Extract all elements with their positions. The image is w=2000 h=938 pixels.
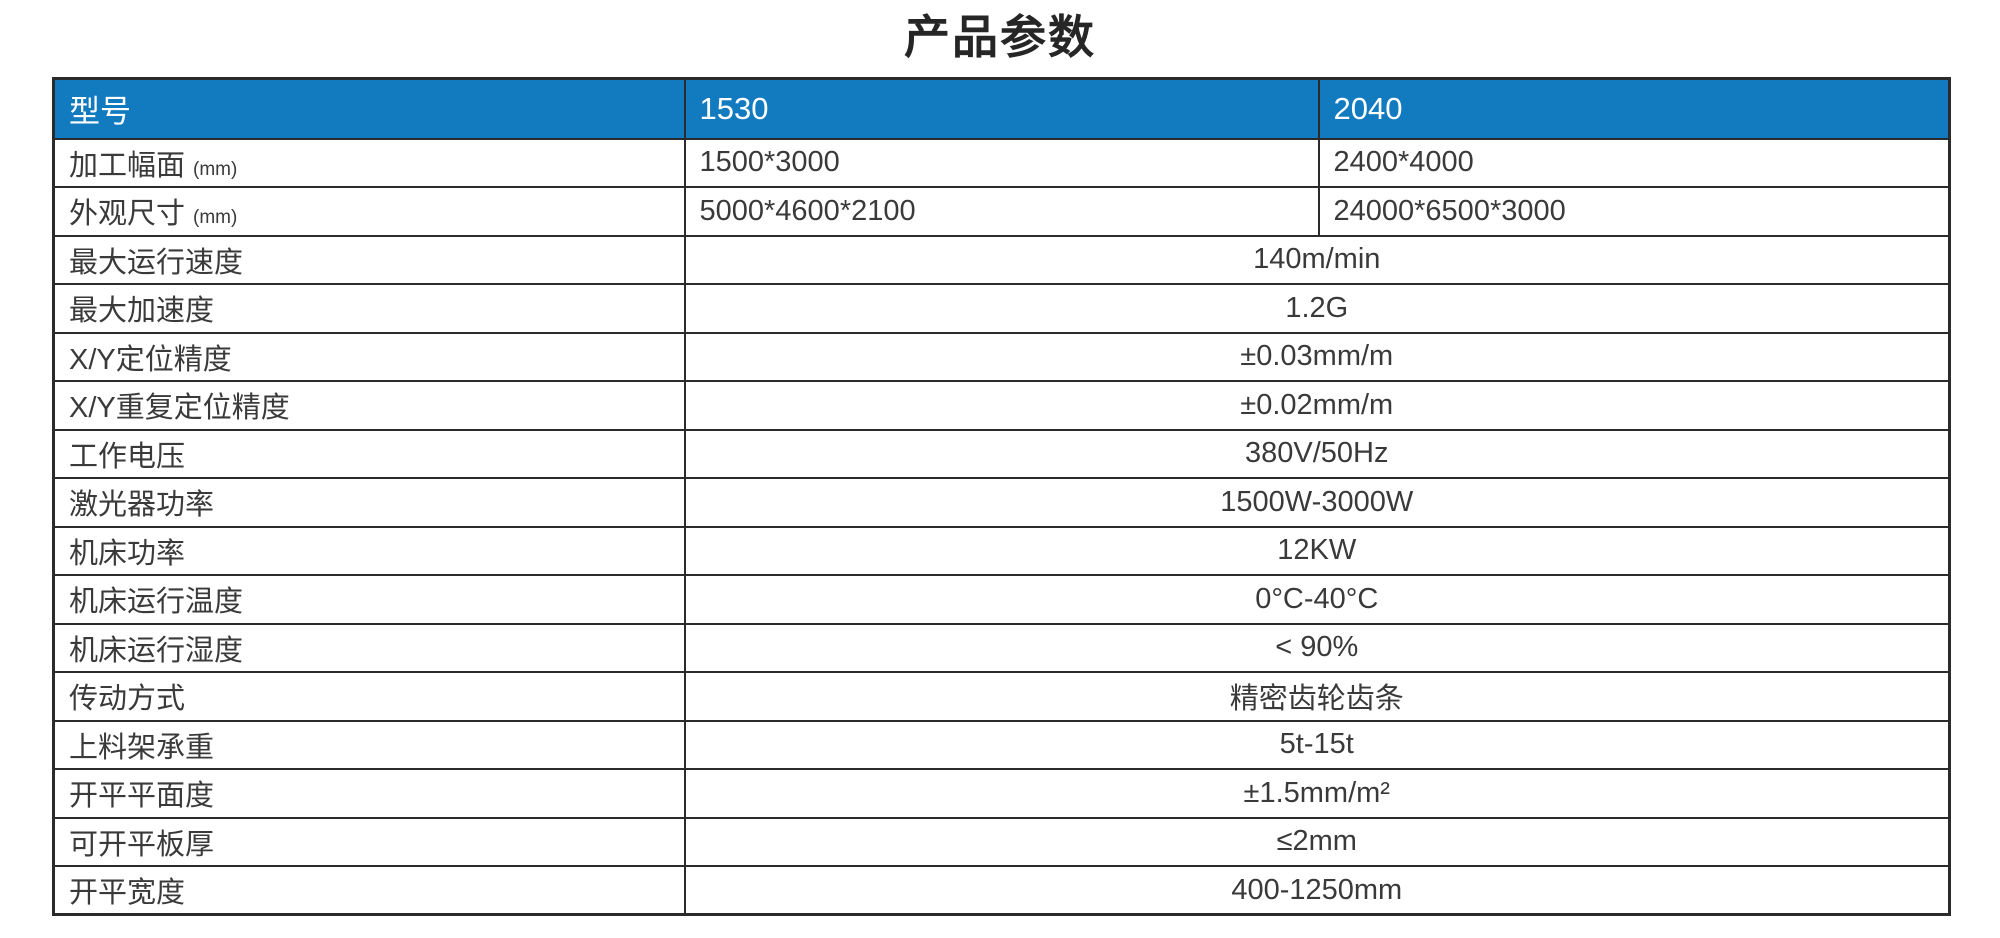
row-value: ±1.5mm/m² <box>683 768 1951 819</box>
table-row: 激光器功率 1500W-3000W <box>52 477 1951 528</box>
table-row: 最大加速度 1.2G <box>52 283 1951 334</box>
table-row: 外观尺寸 (mm) 5000*4600*2100 24000*6500*3000 <box>52 186 1951 237</box>
table-row: 最大运行速度 140m/min <box>52 234 1951 285</box>
row-label-cell: 激光器功率 <box>52 477 686 528</box>
row-label-cell: 机床功率 <box>52 525 686 576</box>
row-label-cell: 可开平板厚 <box>52 816 686 867</box>
row-label: 机床功率 <box>69 537 186 570</box>
row-unit: (mm) <box>193 158 238 180</box>
row-label-cell: 最大加速度 <box>52 283 686 334</box>
row-value: 380V/50Hz <box>683 428 1951 479</box>
row-label-cell: 开平宽度 <box>52 865 686 916</box>
row-value: ±0.03mm/m <box>683 331 1951 382</box>
header-cell-model-2040: 2040 <box>1317 77 1951 140</box>
row-label: X/Y重复定位精度 <box>69 392 290 425</box>
table-row: 上料架承重 5t-15t <box>52 719 1951 770</box>
row-value: 400-1250mm <box>683 865 1951 916</box>
row-label: 上料架承重 <box>69 731 215 764</box>
header-cell-model: 型号 <box>52 77 686 140</box>
row-label: 激光器功率 <box>69 489 215 522</box>
row-value: 12KW <box>683 525 1951 576</box>
table-row: 加工幅面 (mm) 1500*3000 2400*4000 <box>52 137 1951 188</box>
row-label: 传动方式 <box>69 683 186 716</box>
row-label: 工作电压 <box>69 440 186 473</box>
product-parameters-table: 型号 1530 2040 加工幅面 (mm) 1500*3000 2400*400… <box>52 77 1951 916</box>
table-row: 机床运行湿度 < 90% <box>52 622 1951 673</box>
row-label-cell: 机床运行温度 <box>52 574 686 625</box>
row-label: 开平平面度 <box>69 780 215 813</box>
row-label: 机床运行温度 <box>69 586 244 619</box>
row-label-cell: 传动方式 <box>52 671 686 722</box>
row-value: 140m/min <box>683 234 1951 285</box>
row-label-cell: 最大运行速度 <box>52 234 686 285</box>
table-row: X/Y重复定位精度 ±0.02mm/m <box>52 380 1951 431</box>
row-value: 1.2G <box>683 283 1951 334</box>
row-label-cell: 加工幅面 (mm) <box>52 137 686 188</box>
row-value: ±0.02mm/m <box>683 380 1951 431</box>
row-value: 0°C-40°C <box>683 574 1951 625</box>
row-unit: (mm) <box>193 207 238 229</box>
row-value: 1500W-3000W <box>683 477 1951 528</box>
row-label-cell: 外观尺寸 (mm) <box>52 186 686 237</box>
row-value: < 90% <box>683 622 1951 673</box>
row-value-1530: 1500*3000 <box>683 137 1320 188</box>
row-label-cell: X/Y重复定位精度 <box>52 380 686 431</box>
row-label-cell: 上料架承重 <box>52 719 686 770</box>
row-label: 外观尺寸 <box>69 198 186 231</box>
row-label: X/Y定位精度 <box>69 343 232 376</box>
row-label: 最大运行速度 <box>69 246 244 279</box>
table-row: 开平宽度 400-1250mm <box>52 865 1951 916</box>
table-row: 机床功率 12KW <box>52 525 1951 576</box>
row-label: 可开平板厚 <box>69 828 215 861</box>
table-row: X/Y定位精度 ±0.03mm/m <box>52 331 1951 382</box>
row-value-1530: 5000*4600*2100 <box>683 186 1320 237</box>
row-label-cell: 开平平面度 <box>52 768 686 819</box>
row-label: 机床运行湿度 <box>69 634 244 667</box>
row-label-cell: X/Y定位精度 <box>52 331 686 382</box>
table-row: 工作电压 380V/50Hz <box>52 428 1951 479</box>
row-label: 最大加速度 <box>69 295 215 328</box>
table-row: 开平平面度 ±1.5mm/m² <box>52 768 1951 819</box>
header-cell-model-1530: 1530 <box>683 77 1320 140</box>
row-value-2040: 24000*6500*3000 <box>1317 186 1951 237</box>
page-title: 产品参数 <box>904 11 1096 63</box>
row-value: 精密齿轮齿条 <box>683 671 1951 722</box>
row-value: 5t-15t <box>683 719 1951 770</box>
table-row: 传动方式 精密齿轮齿条 <box>52 671 1951 722</box>
row-label: 开平宽度 <box>69 877 186 909</box>
row-label-cell: 工作电压 <box>52 428 686 479</box>
row-value-2040: 2400*4000 <box>1317 137 1951 188</box>
table-row: 可开平板厚 ≤2mm <box>52 816 1951 867</box>
row-label: 加工幅面 <box>69 149 186 182</box>
row-label-cell: 机床运行湿度 <box>52 622 686 673</box>
table-row: 机床运行温度 0°C-40°C <box>52 574 1951 625</box>
row-value: ≤2mm <box>683 816 1951 867</box>
table-header-row: 型号 1530 2040 <box>52 77 1951 140</box>
